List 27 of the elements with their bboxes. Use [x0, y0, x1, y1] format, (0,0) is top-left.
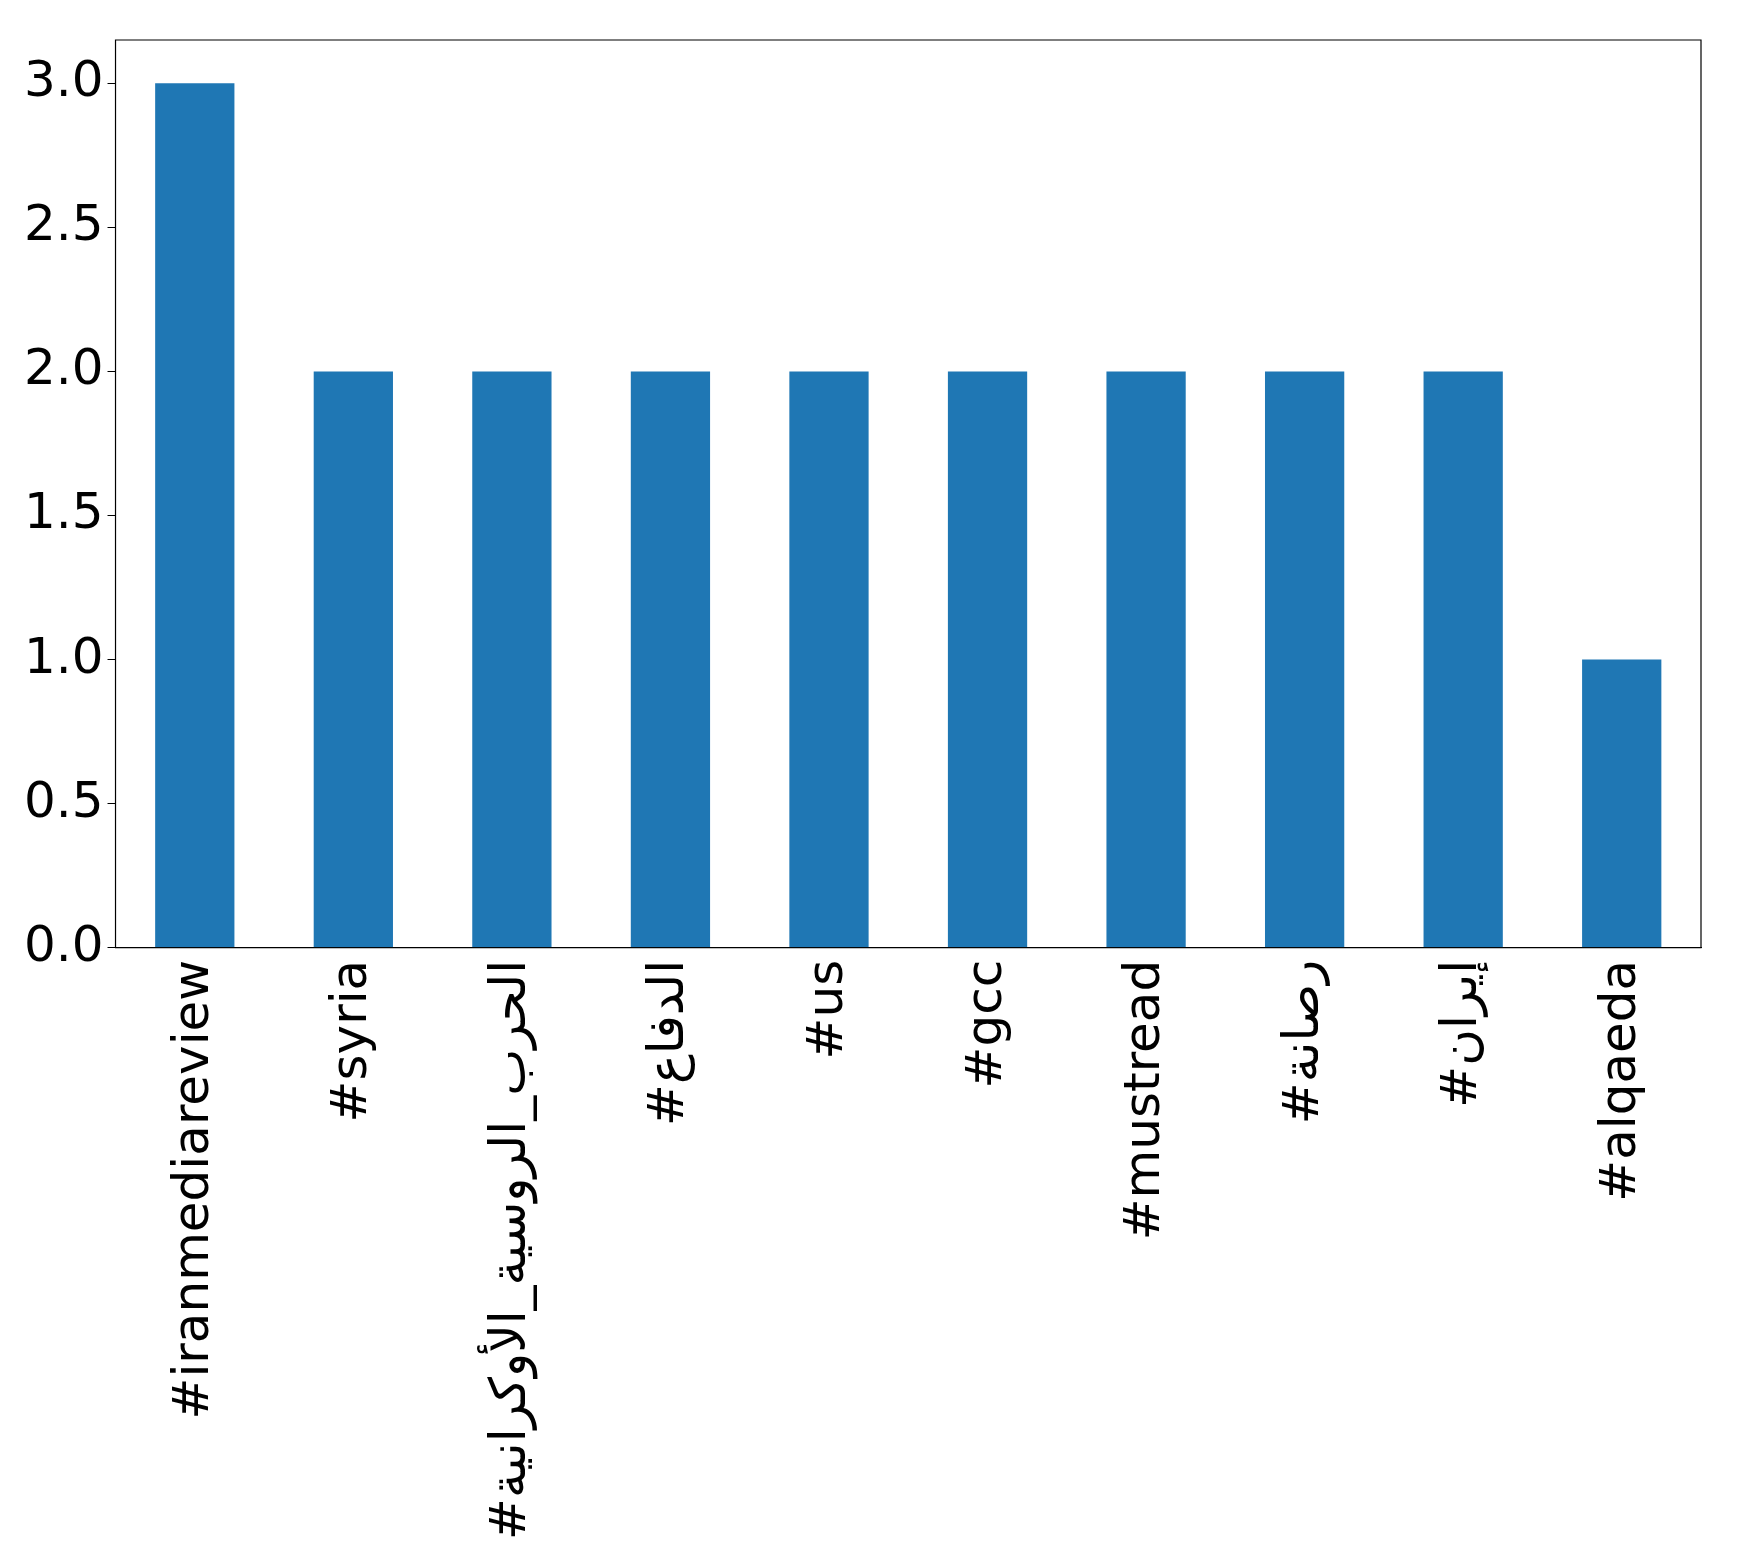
x-tick-label: #رصانة — [1271, 959, 1330, 1125]
x-tick-label: #alqaeda — [1588, 959, 1647, 1202]
x-tick-label: #iranmediareview — [161, 959, 220, 1420]
bar — [947, 371, 1028, 948]
x-tick-label: #gcc — [954, 959, 1013, 1089]
bar — [630, 371, 711, 948]
x-tick-label: #الدفاع — [637, 959, 696, 1126]
y-tick-label: 3.0 — [23, 50, 104, 109]
y-tick-label: 1.0 — [23, 626, 104, 685]
bar — [472, 371, 552, 948]
x-tick-label: #mustread — [1113, 959, 1172, 1241]
bar — [155, 83, 235, 948]
bar — [1423, 371, 1503, 948]
x-tick-label: #إيران — [1430, 959, 1490, 1108]
x-tick-label: #syria — [320, 959, 379, 1123]
y-tick-label: 2.0 — [23, 338, 104, 397]
bar — [1582, 659, 1662, 948]
y-tick-label: 0.5 — [23, 770, 104, 829]
bar — [1106, 371, 1186, 948]
y-tick-label: 1.5 — [23, 482, 104, 541]
y-tick-label: 2.5 — [23, 194, 104, 253]
x-tick-label: #الحرب_الروسية_الأوكرانية — [476, 959, 538, 1541]
y-tick-label: 0.0 — [23, 914, 104, 973]
x-tick-label: #us — [795, 959, 854, 1060]
bar — [313, 371, 393, 948]
bar — [1264, 371, 1345, 948]
bar — [789, 371, 869, 948]
